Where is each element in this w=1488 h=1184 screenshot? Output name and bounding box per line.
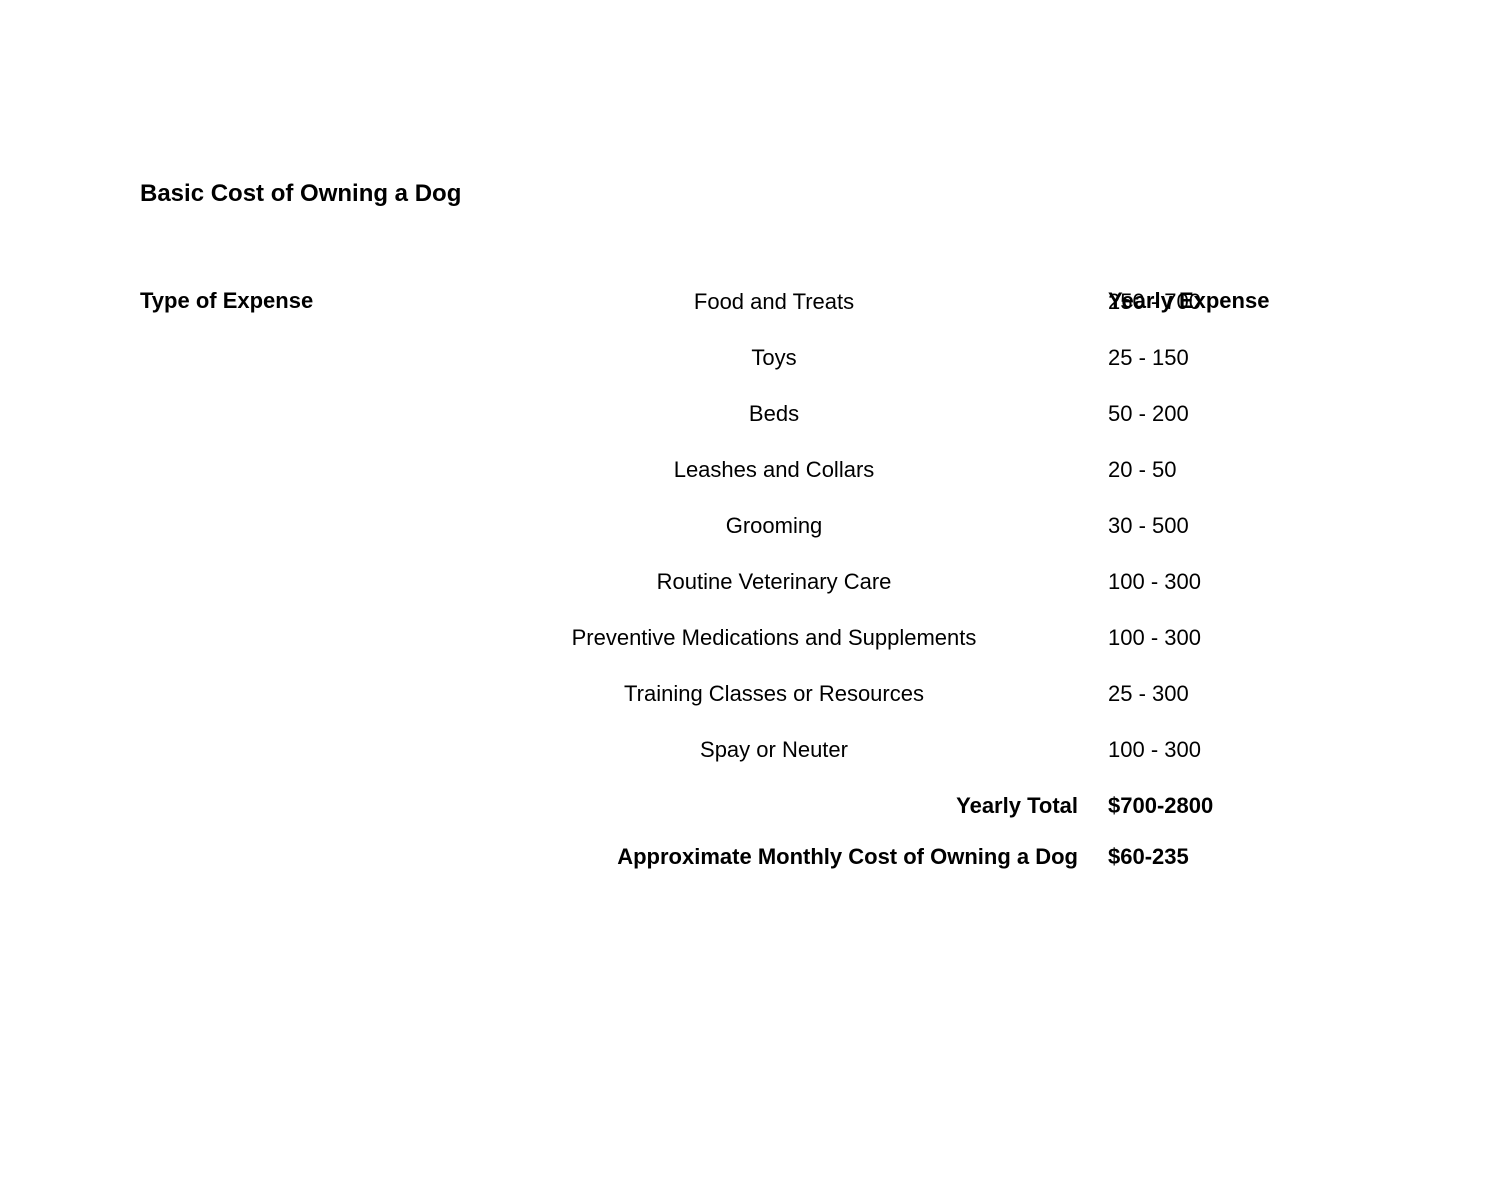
table-row: Routine Veterinary Care 100 - 300 — [140, 569, 1348, 595]
yearly-total-value: $700-2800 — [1088, 793, 1348, 819]
header-type-of-expense: Type of Expense — [140, 288, 460, 314]
expense-table: Type of Expense Yearly Expense Food and … — [140, 288, 1348, 870]
header-left-label: Type of Expense — [140, 288, 313, 313]
expense-label: Grooming — [460, 513, 1088, 539]
monthly-cost-value: $60-235 — [1088, 844, 1348, 870]
table-row: Toys 25 - 150 — [140, 345, 1348, 371]
expense-label: Training Classes or Resources — [460, 681, 1088, 707]
expense-label: Spay or Neuter — [460, 737, 1088, 763]
expense-value: 50 - 200 — [1088, 401, 1348, 427]
expense-value: 250 - 700 — [1088, 289, 1348, 315]
yearly-total-row: Yearly Total $700-2800 — [140, 793, 1348, 819]
expense-value: 100 - 300 — [1088, 737, 1348, 763]
table-row: Grooming 30 - 500 — [140, 513, 1348, 539]
table-row: Training Classes or Resources 25 - 300 — [140, 681, 1348, 707]
table-row: Leashes and Collars 20 - 50 — [140, 457, 1348, 483]
expense-label: Beds — [460, 401, 1088, 427]
expense-value: 30 - 500 — [1088, 513, 1348, 539]
table-row: Preventive Medications and Supplements 1… — [140, 625, 1348, 651]
expense-value: 100 - 300 — [1088, 625, 1348, 651]
expense-value: 100 - 300 — [1088, 569, 1348, 595]
expense-label: Leashes and Collars — [460, 457, 1088, 483]
monthly-cost-label: Approximate Monthly Cost of Owning a Dog — [460, 844, 1088, 870]
expense-label: Toys — [460, 345, 1088, 371]
expense-label: Routine Veterinary Care — [460, 569, 1088, 595]
monthly-cost-row: Approximate Monthly Cost of Owning a Dog… — [140, 844, 1348, 870]
table-row: Spay or Neuter 100 - 300 — [140, 737, 1348, 763]
table-row: Beds 50 - 200 — [140, 401, 1348, 427]
yearly-total-label: Yearly Total — [460, 793, 1088, 819]
page-title: Basic Cost of Owning a Dog — [140, 180, 1348, 208]
expense-label: Preventive Medications and Supplements — [460, 625, 1088, 651]
expense-value: 25 - 150 — [1088, 345, 1348, 371]
expense-value: 25 - 300 — [1088, 681, 1348, 707]
expense-label: Food and Treats — [460, 289, 1088, 315]
expense-value: 20 - 50 — [1088, 457, 1348, 483]
